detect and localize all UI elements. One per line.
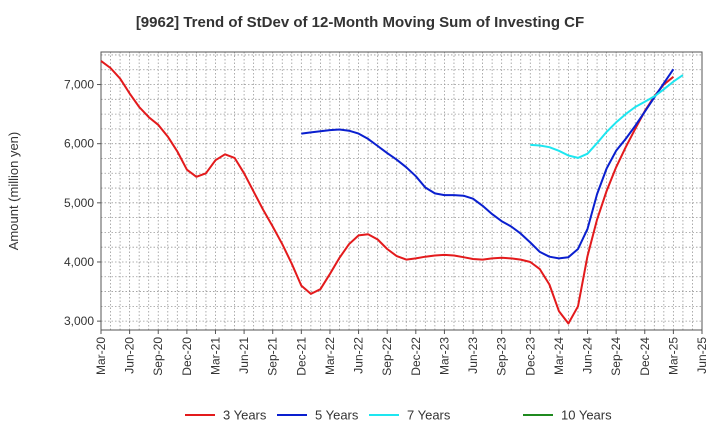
x-tick-label: Mar-22: [323, 337, 337, 375]
x-tick-label: Jun-20: [123, 337, 137, 374]
x-tick-label: Sep-21: [266, 337, 280, 376]
plot-area: [100, 51, 703, 331]
x-tick-label: Sep-23: [495, 337, 509, 376]
x-tick-label: Sep-22: [380, 337, 394, 376]
series: [100, 60, 684, 325]
grid: [100, 52, 703, 330]
y-axis: 3,000 4,000 5,000 6,000 7,000: [64, 78, 101, 328]
x-tick-label: Mar-21: [208, 337, 222, 375]
x-tick-label: Sep-20: [151, 337, 165, 376]
x-tick-label: Dec-24: [638, 337, 652, 376]
legend-label: 7 Years: [407, 408, 451, 423]
y-axis-label: Amount (million yen): [6, 132, 21, 251]
series-line-5-years: [301, 68, 675, 260]
legend-label: 10 Years: [561, 408, 612, 423]
chart-title: [9962] Trend of StDev of 12-Month Moving…: [135, 14, 585, 31]
legend-item: 10 Years: [523, 408, 612, 423]
x-tick-label: Mar-23: [437, 337, 451, 375]
x-tick-label: Jun-22: [352, 337, 366, 374]
legend-label: 3 Years: [223, 408, 267, 423]
x-tick-label: Jun-21: [237, 337, 251, 374]
x-tick-label: Dec-22: [409, 337, 423, 376]
x-tick-label: Jun-23: [466, 337, 480, 374]
y-tick-label: 4,000: [64, 255, 94, 269]
x-tick-label: Jun-24: [581, 337, 595, 374]
y-tick-label: 3,000: [64, 314, 94, 328]
y-tick-label: 7,000: [64, 78, 94, 92]
x-tick-label: Dec-20: [180, 337, 194, 376]
legend: 3 Years 5 Years 7 Years 10 Years: [185, 408, 612, 423]
series-line-7-years: [530, 74, 684, 159]
series-line-3-years: [100, 60, 675, 325]
x-tick-label: Mar-24: [552, 337, 566, 375]
legend-item: 7 Years: [369, 408, 451, 423]
legend-label: 5 Years: [315, 408, 359, 423]
x-tick-label: Sep-24: [609, 337, 623, 376]
x-tick-label: Dec-21: [294, 337, 308, 376]
x-tick-label: Mar-20: [94, 337, 108, 375]
y-tick-label: 5,000: [64, 196, 94, 210]
x-tick-label: Jun-25: [695, 337, 709, 374]
x-tick-label: Dec-23: [523, 337, 537, 376]
x-tick-label: Mar-25: [666, 337, 680, 375]
legend-item: 5 Years: [277, 408, 359, 423]
legend-item: 3 Years: [185, 408, 267, 423]
x-axis: Mar-20 Jun-20 Sep-20 Dec-20 Mar-21 Jun-21 Sep-…: [94, 330, 709, 376]
y-tick-label: 6,000: [64, 137, 94, 151]
